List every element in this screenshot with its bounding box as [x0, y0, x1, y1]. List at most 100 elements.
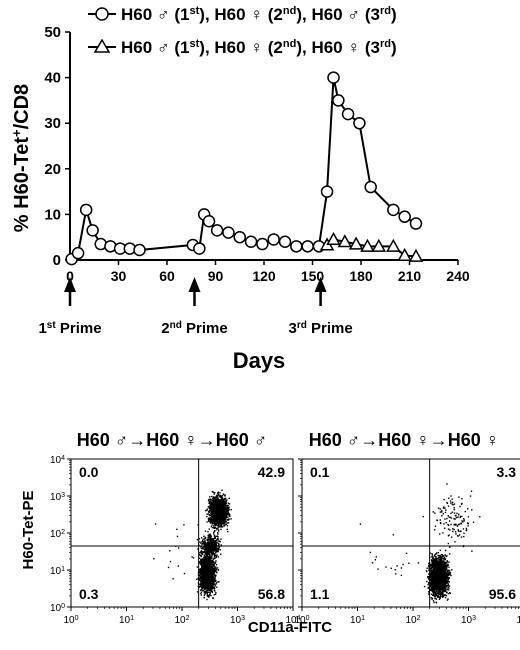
- event-dot: [207, 564, 209, 567]
- event-dot: [442, 595, 445, 597]
- legend-text: ), H60 ♂ (3: [296, 5, 380, 24]
- event-dot: [224, 500, 226, 502]
- event-dot: [204, 575, 207, 578]
- event-dot: [220, 521, 222, 524]
- event-dot: [216, 498, 218, 501]
- event-dot: [211, 554, 214, 556]
- event-dot: [211, 514, 213, 517]
- event-dot: [211, 510, 213, 512]
- event-dot: [203, 541, 205, 544]
- event-dot: [444, 588, 446, 590]
- series-1-point: [267, 233, 280, 246]
- event-dot: [216, 521, 218, 523]
- event-dot: [217, 511, 219, 514]
- event-dot: [223, 517, 226, 519]
- event-dot: [433, 580, 435, 582]
- event-dot: [428, 576, 430, 579]
- event-dot: [427, 587, 429, 589]
- event-dot: [212, 597, 214, 599]
- event-dot: [212, 571, 214, 573]
- series-2-point: [408, 248, 424, 262]
- event-dot: [218, 501, 221, 504]
- event-dot: [448, 573, 450, 575]
- event-dot: [224, 518, 226, 521]
- event-dot: [215, 556, 217, 559]
- event-dot: [440, 588, 442, 590]
- event-dot: [220, 500, 223, 502]
- series-1-point: [320, 185, 334, 198]
- event-dot: [216, 508, 219, 510]
- tick-base: 10: [50, 455, 62, 466]
- prime-label-num: 2: [161, 320, 169, 337]
- series-1-line: [70, 77, 417, 260]
- event-dot: [210, 534, 212, 537]
- event-dot: [214, 542, 216, 544]
- event-dot: [201, 578, 203, 580]
- event-dot: [214, 509, 217, 511]
- event-dot: [214, 540, 216, 542]
- event-dot: [206, 515, 208, 518]
- event-dot: [212, 579, 214, 581]
- event-dot: [207, 505, 210, 508]
- tick-base: 10: [285, 615, 297, 626]
- event-dot: [221, 510, 224, 513]
- event-dot: [214, 516, 216, 518]
- legend-sup: rd: [380, 5, 391, 17]
- event-dot: [442, 563, 444, 565]
- event-dot: [209, 554, 211, 556]
- event-dot: [211, 548, 213, 551]
- event-dot: [441, 561, 443, 563]
- event-dot: [437, 586, 440, 588]
- event-dot: [214, 554, 216, 556]
- event-dot: [443, 583, 446, 585]
- event-dot: [222, 507, 225, 509]
- event-dot: [201, 570, 204, 572]
- event-dot: [211, 561, 214, 563]
- event-dot: [428, 562, 430, 565]
- event-dot: [217, 510, 219, 512]
- event-dot: [429, 588, 432, 591]
- event-dot: [210, 550, 213, 553]
- event-dot: [200, 592, 202, 595]
- event-dot: [214, 497, 216, 499]
- event-dot: [204, 541, 206, 543]
- event-dot: [218, 543, 220, 545]
- event-dot: [200, 545, 203, 547]
- event-dot: [215, 548, 217, 550]
- event-dot: [431, 559, 433, 561]
- event-dot: [210, 517, 213, 519]
- event-dot: [204, 545, 207, 547]
- event-dot: [208, 552, 211, 555]
- event-dot: [227, 516, 229, 518]
- event-dot: [212, 570, 214, 573]
- event-dot: [214, 527, 216, 529]
- flow-y-tick-label: 102: [50, 529, 65, 541]
- event-dot: [206, 563, 208, 566]
- event-dot: [217, 544, 220, 547]
- event-dot: [431, 557, 434, 560]
- event-dot: [216, 510, 218, 513]
- event-dot: [214, 508, 216, 510]
- event-dot: [206, 521, 208, 523]
- line-chart-x-ticks: 0 30 60 90 120 150 180 210 240: [66, 260, 470, 284]
- event-dot: [206, 545, 208, 547]
- event-dot: [222, 522, 225, 524]
- event-dot: [210, 549, 212, 551]
- event-dot: [214, 501, 216, 504]
- event-dot: [201, 562, 203, 565]
- event-dot: [217, 531, 219, 534]
- event-dot: [442, 589, 444, 591]
- event-dot: [214, 566, 216, 568]
- event-dot: [443, 589, 446, 592]
- event-dot: [200, 562, 203, 564]
- event-dot: [224, 494, 226, 496]
- event-dot: [210, 588, 213, 590]
- event-dot: [211, 565, 213, 568]
- event-dot: [217, 498, 220, 501]
- event-dot: [220, 528, 222, 531]
- event-dot: [214, 587, 216, 590]
- event-dot: [208, 576, 211, 579]
- event-dot: [230, 508, 232, 511]
- event-dot: [207, 534, 209, 537]
- tick-base: 10: [516, 615, 520, 626]
